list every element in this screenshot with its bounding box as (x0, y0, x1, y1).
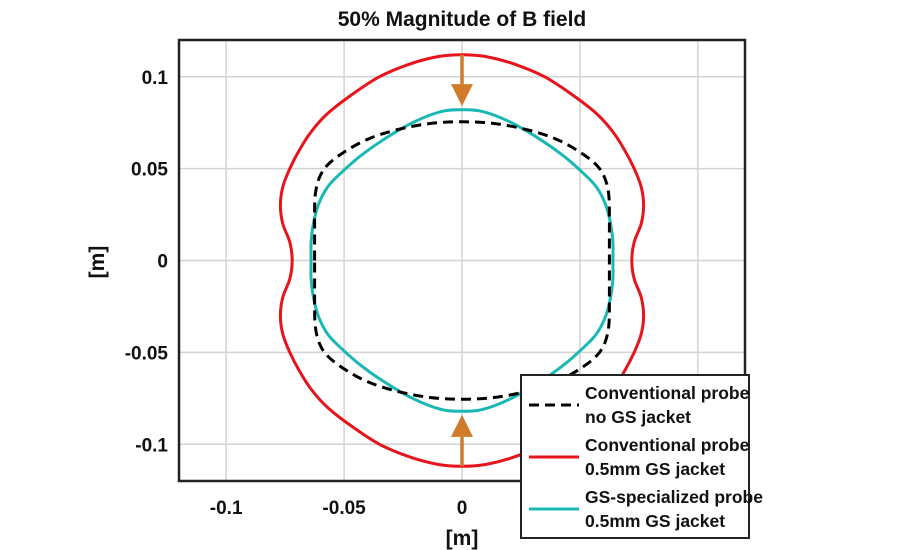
y-tick-label: -0.05 (125, 343, 169, 364)
series-line-0 (313, 120, 611, 401)
y-tick-label: 0 (157, 252, 168, 273)
legend: Conventional probe no GS jacket Convention… (520, 374, 763, 539)
x-tick-label: -0.1 (210, 498, 243, 519)
y-tick-label: 0.1 (142, 68, 169, 89)
arrow-head-0 (451, 84, 473, 107)
y-tick-label: 0.05 (131, 160, 168, 181)
legend-label: no GS jacket (585, 407, 691, 427)
y-axis-label: [m] (86, 246, 109, 279)
arrow-head-1 (451, 414, 473, 437)
series-line-1 (278, 53, 646, 468)
chart-title: 50% Magnitude of B field (338, 8, 587, 31)
plot-frame (177, 38, 747, 483)
legend-label: 0.5mm GS jacket (585, 459, 725, 479)
x-tick-label: -0.05 (322, 498, 366, 519)
x-axis-label: [m] (446, 527, 479, 550)
y-tick-labels: -0.1 -0.05 0 0.05 0.1 (125, 68, 169, 457)
x-tick-label: 0 (457, 498, 468, 519)
series-group (278, 53, 646, 468)
legend-label: Conventional probe (585, 383, 750, 403)
y-tick-label: -0.1 (135, 435, 168, 456)
legend-label: GS-specialized probe (585, 487, 763, 507)
legend-label: 0.5mm GS jacket (585, 511, 725, 531)
series-line-2 (309, 108, 615, 413)
annotation-arrows (451, 54, 473, 467)
legend-label: Conventional probe (585, 435, 750, 455)
